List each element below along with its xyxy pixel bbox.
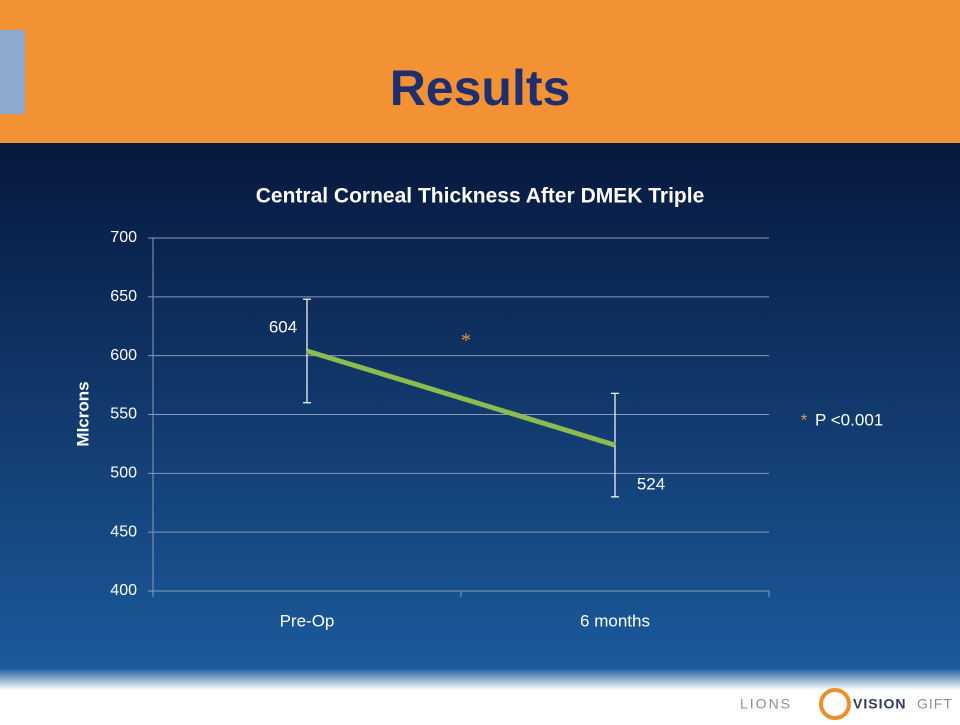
y-tick-label: 450 — [110, 523, 137, 540]
data-label: 604 — [269, 317, 297, 336]
background — [0, 143, 960, 670]
y-tick-label: 550 — [110, 406, 137, 423]
x-tick-label: 6 months — [580, 611, 650, 630]
note-symbol: * — [801, 410, 808, 429]
y-axis-label: MIcrons — [73, 381, 92, 446]
y-tick-label: 650 — [110, 288, 137, 305]
note-text: P <0.001 — [815, 410, 883, 429]
logo-text: LIONS — [740, 696, 792, 712]
x-tick-label: Pre-Op — [280, 611, 335, 630]
y-tick-label: 500 — [110, 465, 137, 482]
annotation: * — [461, 330, 471, 352]
logo-text: GIFT — [917, 696, 953, 712]
logo-mark — [819, 688, 851, 720]
footer — [0, 690, 960, 720]
y-tick-label: 400 — [110, 582, 137, 599]
slide-title: Results — [390, 60, 571, 116]
y-tick-label: 600 — [110, 347, 137, 364]
y-tick-label: 700 — [110, 229, 137, 246]
logo-text: VISION — [853, 696, 906, 712]
data-label: 524 — [637, 475, 665, 494]
line — [306, 348, 616, 448]
chart-title: Central Corneal Thickness After DMEK Tri… — [256, 185, 705, 208]
header-band — [0, 0, 960, 143]
plot: 400 450 500 550 600 650 700 Pre-Op 6 months 604 52… — [110, 229, 770, 630]
header-accent — [0, 30, 25, 114]
background-fade — [0, 668, 960, 690]
